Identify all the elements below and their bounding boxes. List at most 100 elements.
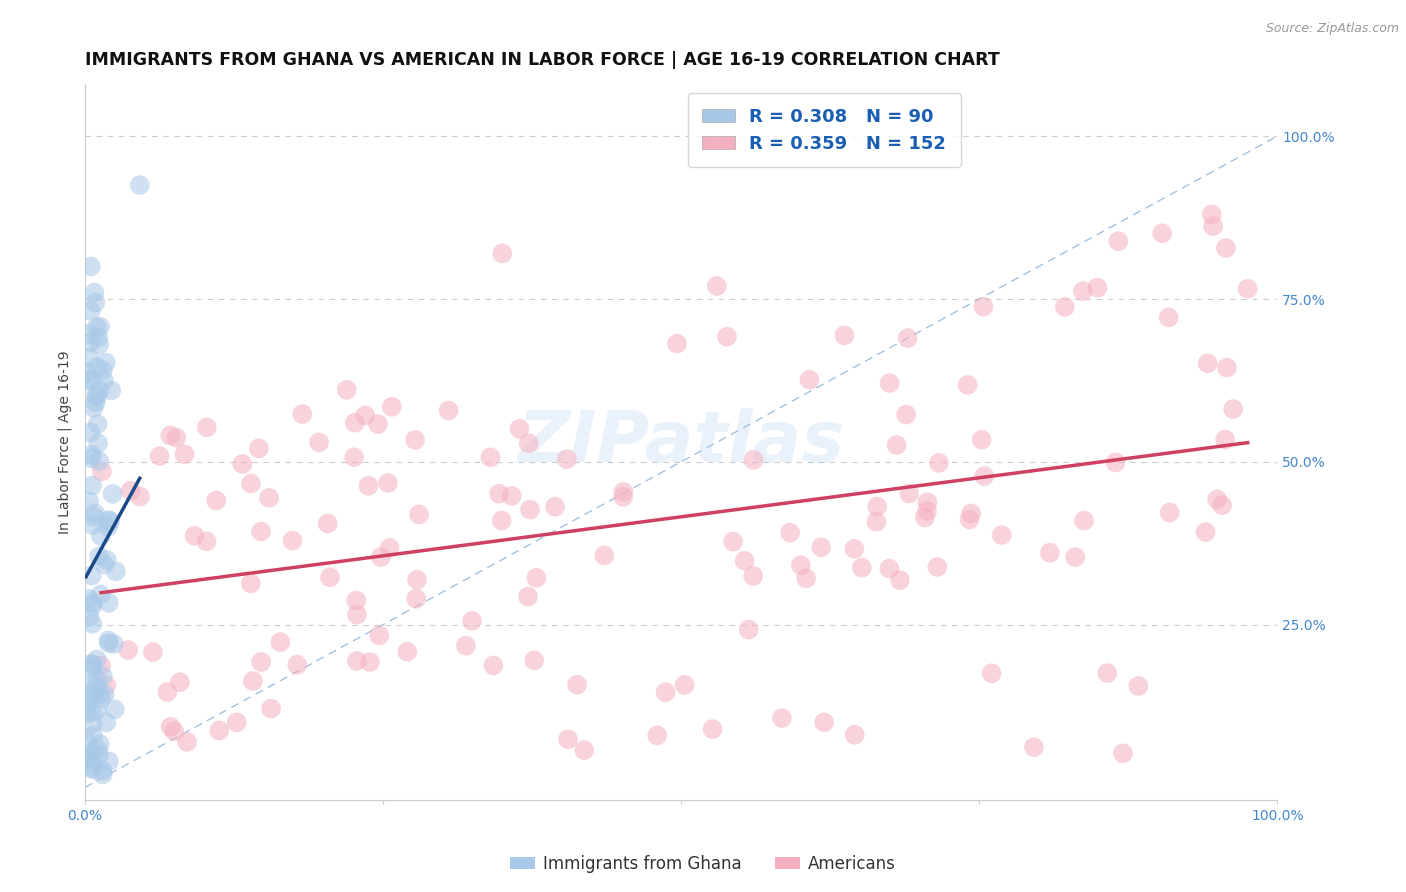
Point: [79, 335, 101, 350]
Point: [834, 328, 856, 343]
Point: [90, 529, 112, 543]
Point: [247, 442, 270, 456]
Point: [960, 507, 983, 521]
Point: [82, 599, 104, 613]
Point: [205, 493, 228, 508]
Point: [79, 610, 101, 624]
Point: [734, 554, 756, 568]
Point: [488, 487, 510, 501]
Point: [195, 420, 218, 434]
Point: [866, 500, 889, 514]
Point: [82, 661, 104, 675]
Point: [77, 689, 100, 703]
Point: [84, 681, 107, 695]
Point: [716, 330, 738, 344]
Point: [94, 356, 117, 370]
Point: [89, 337, 111, 351]
Point: [956, 377, 979, 392]
Point: [96, 715, 118, 730]
Point: [1128, 679, 1150, 693]
Point: [1107, 234, 1129, 248]
Point: [524, 571, 547, 585]
Point: [83, 687, 105, 701]
Point: [96, 678, 118, 692]
Point: [98, 636, 121, 650]
Point: [612, 490, 634, 504]
Point: [406, 573, 429, 587]
Point: [336, 383, 359, 397]
Point: [76, 750, 98, 764]
Point: [917, 495, 939, 509]
Point: [250, 655, 273, 669]
Point: [482, 658, 505, 673]
Point: [555, 452, 578, 467]
Point: [1213, 433, 1236, 447]
Point: [80, 746, 103, 760]
Point: [408, 508, 430, 522]
Point: [86, 652, 108, 666]
Point: [1206, 492, 1229, 507]
Point: [889, 573, 911, 587]
Point: [491, 246, 513, 260]
Point: [86, 417, 108, 431]
Point: [454, 639, 477, 653]
Legend: Immigrants from Ghana, Americans: Immigrants from Ghana, Americans: [503, 848, 903, 880]
Point: [557, 732, 579, 747]
Point: [82, 595, 104, 609]
Point: [89, 319, 111, 334]
Point: [281, 533, 304, 548]
Point: [86, 359, 108, 374]
Point: [84, 506, 107, 520]
Point: [89, 737, 111, 751]
Point: [142, 645, 165, 659]
Point: [844, 541, 866, 556]
Point: [129, 490, 152, 504]
Point: [1087, 280, 1109, 294]
Point: [80, 657, 103, 671]
Point: [980, 666, 1002, 681]
Point: [1216, 360, 1239, 375]
Point: [544, 500, 567, 514]
Point: [86, 320, 108, 334]
Point: [308, 435, 330, 450]
Point: [928, 456, 950, 470]
Point: [927, 560, 949, 574]
Point: [83, 510, 105, 524]
Point: [225, 715, 247, 730]
Point: [240, 476, 263, 491]
Point: [915, 504, 938, 518]
Point: [1159, 506, 1181, 520]
Point: [173, 447, 195, 461]
Point: [1064, 550, 1087, 565]
Point: [437, 403, 460, 417]
Point: [367, 417, 389, 431]
Point: [80, 478, 103, 492]
Point: [813, 715, 835, 730]
Point: [1071, 284, 1094, 298]
Point: [93, 374, 115, 388]
Point: [879, 376, 901, 390]
Point: [250, 524, 273, 539]
Point: [794, 571, 817, 585]
Point: [612, 484, 634, 499]
Point: [970, 433, 993, 447]
Point: [1104, 455, 1126, 469]
Point: [97, 519, 120, 533]
Point: [242, 673, 264, 688]
Point: [97, 513, 120, 527]
Point: [77, 351, 100, 365]
Point: [1202, 219, 1225, 233]
Point: [80, 705, 103, 719]
Point: [101, 487, 124, 501]
Point: [316, 516, 339, 531]
Point: [77, 494, 100, 508]
Point: [1197, 356, 1219, 370]
Point: [654, 685, 676, 699]
Point: [89, 454, 111, 468]
Y-axis label: In Labor Force | Age 16-19: In Labor Force | Age 16-19: [58, 351, 72, 534]
Point: [80, 448, 103, 462]
Point: [886, 438, 908, 452]
Point: [501, 489, 523, 503]
Point: [82, 728, 104, 742]
Point: [738, 623, 761, 637]
